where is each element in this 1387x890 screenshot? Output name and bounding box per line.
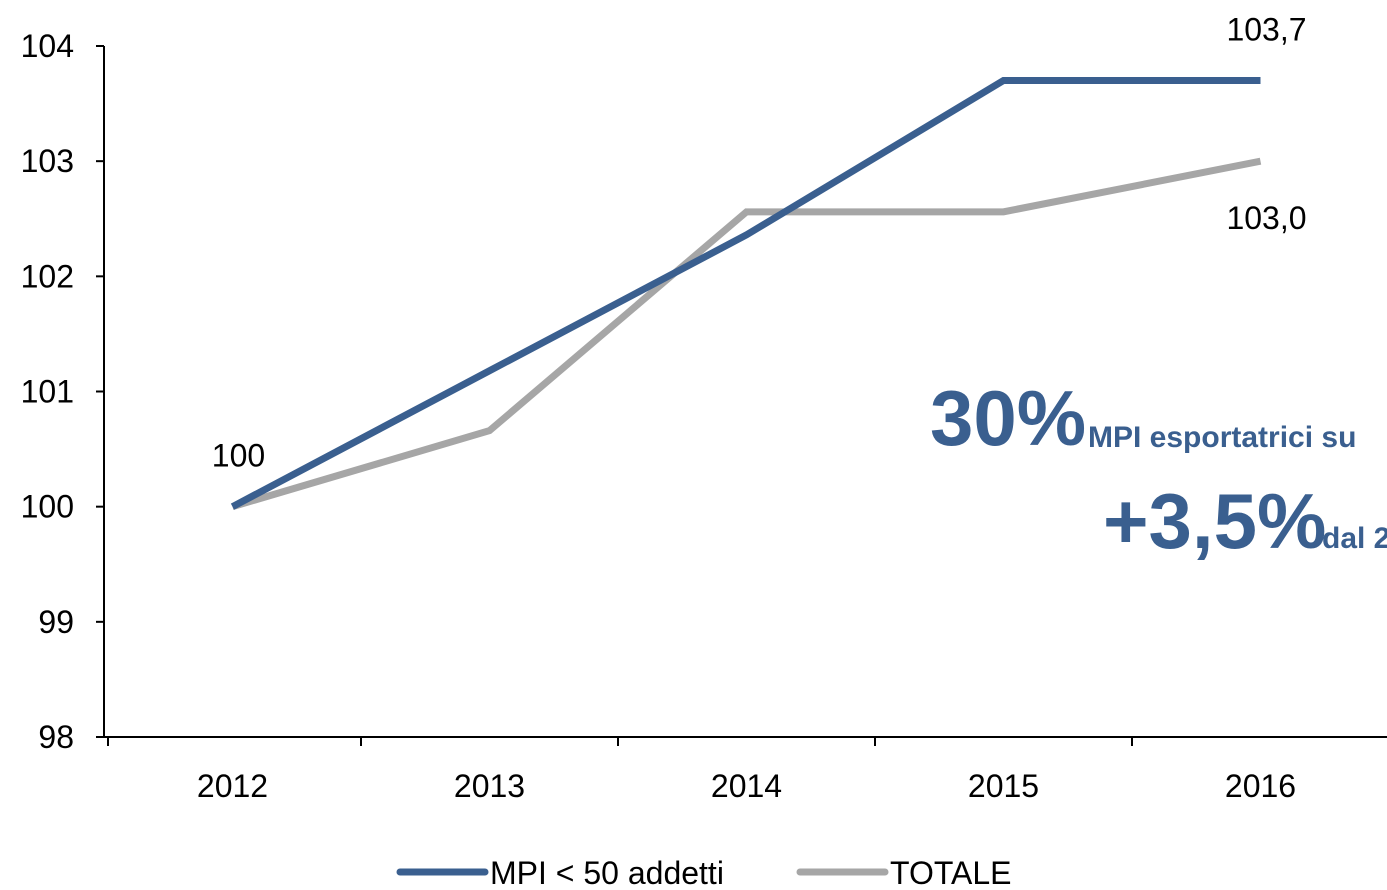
data-label: 103,0 (1226, 200, 1306, 236)
legend-label: MPI < 50 addetti (490, 855, 724, 890)
annotation: MPI esportatrici su (1088, 421, 1356, 454)
line (231, 157, 1262, 511)
x-tick-label: 2012 (197, 768, 268, 804)
line (230, 77, 1261, 510)
y-tick-label: 101 (21, 374, 74, 410)
y-tick-label: 104 (21, 28, 74, 64)
data-label: 100 (212, 438, 265, 474)
y-tick-label: 98 (38, 719, 74, 755)
annotation: 30% (930, 374, 1086, 462)
legend-label: TOTALE (890, 855, 1012, 890)
y-tick-label: 100 (21, 489, 74, 525)
annotation: +3,5% (1103, 477, 1326, 565)
x-tick-label: 2014 (711, 768, 782, 804)
y-tick-label: 103 (21, 143, 74, 179)
x-tick-label: 2015 (968, 768, 1039, 804)
y-tick-label: 102 (21, 258, 74, 294)
x-tick-label: 2016 (1225, 768, 1296, 804)
annotation: dal 2 (1322, 522, 1387, 555)
data-label: 103,7 (1226, 12, 1306, 48)
y-tick-label: 99 (38, 604, 74, 640)
x-tick-label: 2013 (454, 768, 525, 804)
